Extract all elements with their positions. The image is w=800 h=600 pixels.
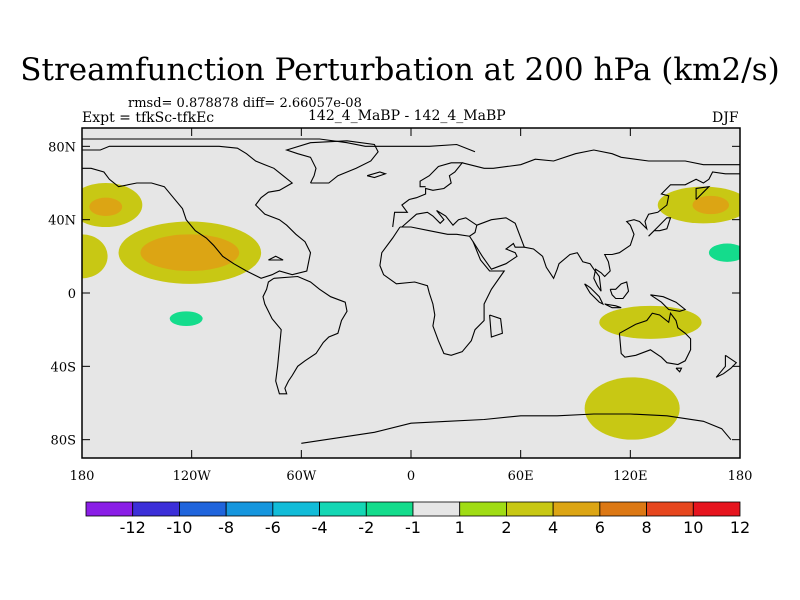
colorbar-box-3 [225,501,274,517]
colorbar-box-1 [132,501,180,517]
colorbar-label-8: 2 [501,518,511,537]
case-label: 142_4_MaBP - 142_4_MaBP [308,108,506,124]
anomaly-region-7 [169,311,203,326]
x-tick-label-4: 60E [508,469,534,484]
y-axis: 80N 40N 0 40S 80S [48,140,740,449]
coastline-20 [618,311,692,366]
anomaly-region-16 [330,382,353,398]
colorbar-label-6: -1 [405,518,421,537]
season-label: DJF [712,110,739,126]
x-tick-label-3: 0 [407,469,415,484]
colorbar-box-0 [85,501,134,517]
coastline-13 [524,171,740,292]
colorbar-label-0: -12 [120,518,146,537]
coastline-10 [379,226,506,356]
colorbar-label-5: -2 [358,518,374,537]
colorbar-label-10: 6 [595,518,605,537]
colorbar-label-12: 10 [683,518,703,537]
y-tick-label-3: 40S [51,360,76,375]
x-axis: 180 120W 60W 0 60E 120E 180 [70,128,753,484]
coastline-7 [392,162,464,228]
anomaly-regions [82,175,740,440]
colorbar-box-10 [552,501,601,517]
coastline-22 [715,354,738,378]
colorbar-label-11: 8 [641,518,651,537]
y-tick-label-4: 80S [51,434,76,449]
anomaly-region-9 [571,216,740,282]
colorbar-box-6 [365,501,414,517]
anomaly-region-10 [708,243,740,262]
colorbar: -12 -10 -8 -6 -4 -2 -1 1 2 4 6 8 10 12 [85,501,750,537]
coastline-9 [400,210,478,237]
y-tick-label-1: 40N [48,214,76,229]
x-tick-label-0: 180 [70,469,95,484]
colorbar-box-11 [599,501,647,517]
colorbar-label-4: -4 [312,518,328,537]
stats-line: rmsd= 0.878878 diff= 2.66057e-08 [128,96,362,111]
colorbar-box-2 [179,501,227,517]
coastline-17 [604,303,622,309]
coastline-1 [82,145,312,279]
coastline-18 [609,281,630,300]
anomaly-region-4 [140,234,240,271]
anomaly-region-8 [421,175,565,216]
colorbar-box-8 [459,501,507,517]
colorbar-label-9: 4 [548,518,558,537]
anomaly-region-2 [82,234,108,279]
anomaly-region-1 [89,197,123,216]
x-tick-label-5: 120E [613,469,647,484]
coastline-3 [262,275,348,395]
x-tick-label-2: 60W [286,469,317,484]
coastline-21 [675,367,683,373]
coastline-5 [301,413,732,444]
colorbar-box-5 [319,501,367,517]
anomaly-region-12 [692,195,730,215]
coastline-16 [584,283,605,306]
coastline-4 [284,140,379,184]
coastline-14 [695,185,711,200]
x-tick-label-6: 180 [728,469,753,484]
colorbar-label-1: -10 [166,518,192,537]
colorbar-box-9 [506,501,554,517]
colorbar-label-7: 1 [455,518,465,537]
experiment-label: Expt = tfkSc-tfkEc [82,110,215,126]
coastline-2 [268,255,284,261]
x-tick-label-1: 120W [173,469,212,484]
colorbar-label-3: -6 [265,518,281,537]
colorbar-box-12 [646,501,694,517]
anomaly-region-14 [584,377,680,440]
colorbar-box-7 [412,501,461,517]
coastline-8 [462,149,740,169]
colorbar-box-13 [692,501,741,517]
y-tick-label-0: 80N [48,140,76,155]
anomaly-region-5 [209,194,236,213]
coastline-0 [82,138,476,153]
y-tick-label-2: 0 [68,287,76,302]
coastline-15 [648,217,672,237]
coastline-19 [650,294,687,312]
chart-title: Streamfunction Perturbation at 200 hPa (… [20,52,780,88]
anomaly-region-15 [396,368,459,424]
coastline-11 [489,314,504,338]
colorbar-label-13: 12 [730,518,750,537]
coastline-12 [472,217,526,270]
colorbar-box-4 [272,501,320,517]
colorbar-label-2: -8 [218,518,234,537]
coastlines [82,138,740,444]
coastline-6 [366,171,388,179]
